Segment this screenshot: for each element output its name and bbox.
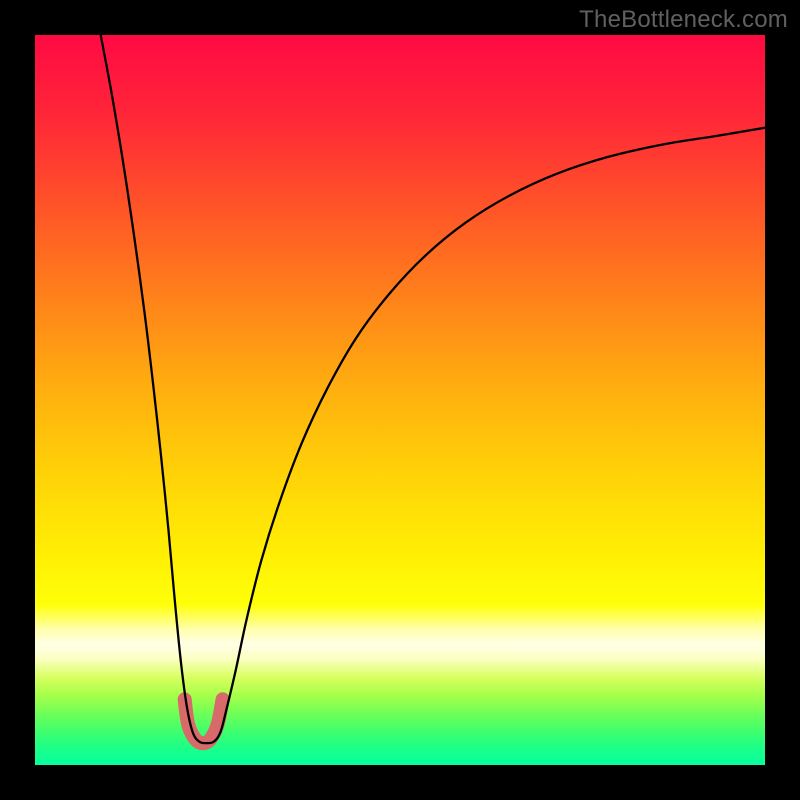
bottleneck-curve bbox=[101, 35, 765, 743]
plot-area bbox=[35, 35, 765, 765]
curve-overlay bbox=[35, 35, 765, 765]
watermark-text: TheBottleneck.com bbox=[579, 6, 788, 34]
